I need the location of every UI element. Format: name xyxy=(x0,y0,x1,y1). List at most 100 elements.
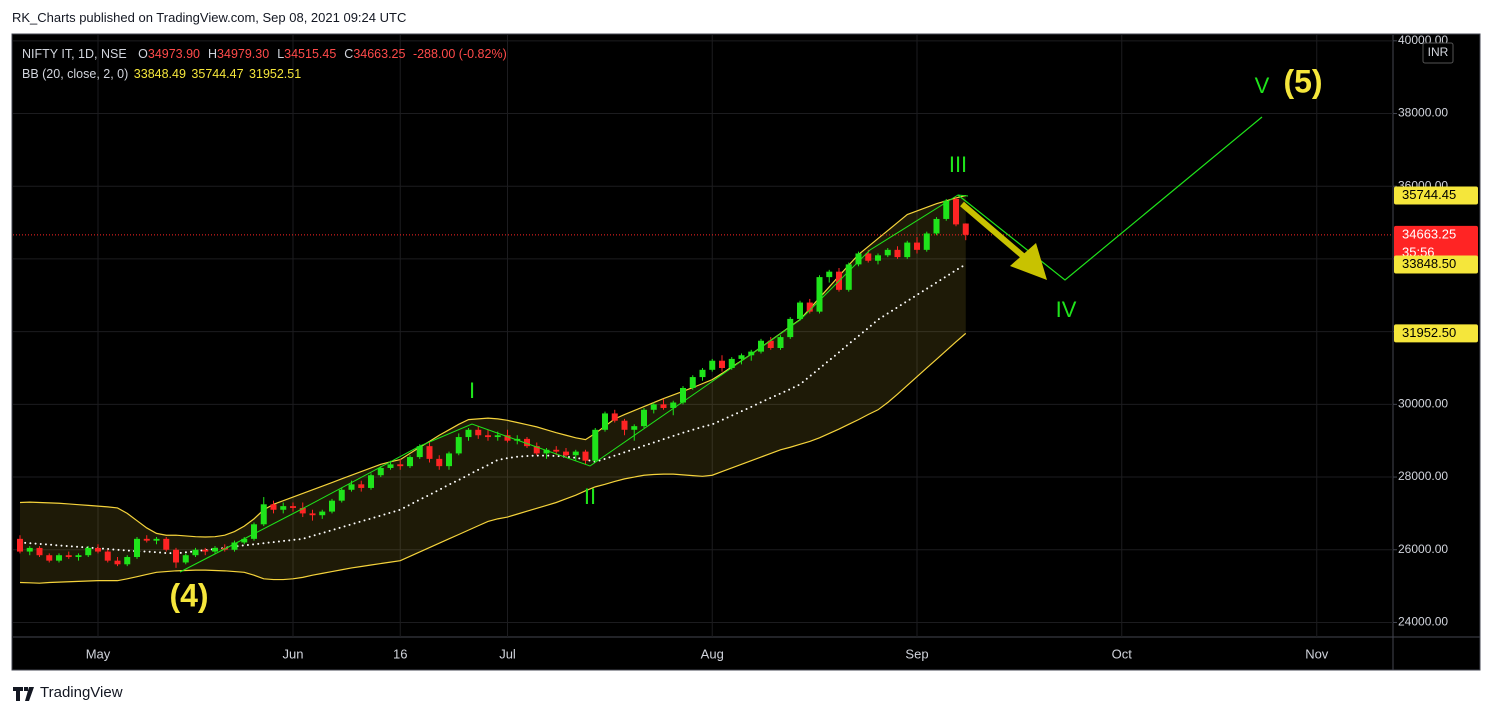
wave-label: I xyxy=(469,378,475,403)
candle-body xyxy=(504,435,511,441)
grid xyxy=(13,35,1393,637)
candle-body xyxy=(748,351,755,356)
y-tick-label: 38000.00 xyxy=(1398,106,1448,120)
candle-body xyxy=(641,409,647,427)
price-badge-label: 35744.45 xyxy=(1402,187,1456,202)
candle-body xyxy=(524,438,530,447)
candle-body xyxy=(299,507,306,514)
footer-brand: TradingView xyxy=(40,684,123,701)
indicator-row: BB (20, close, 2, 0) 33848.49 35744.47 3… xyxy=(22,64,509,84)
ohlc-value: 34979.30 xyxy=(217,47,270,61)
candle-body xyxy=(826,271,833,278)
y-tick-label: 28000.00 xyxy=(1398,469,1448,483)
x-tick-label: Jul xyxy=(499,646,516,661)
candle-body xyxy=(329,500,335,512)
candle-body xyxy=(738,355,745,359)
candle-body xyxy=(114,560,121,565)
candle-body xyxy=(163,538,170,550)
tradingview-logo xyxy=(13,687,34,701)
candle-body xyxy=(455,437,462,454)
candle-body xyxy=(689,377,696,388)
candle-body xyxy=(26,547,33,552)
candle-body xyxy=(943,200,950,219)
candle-body xyxy=(416,446,423,458)
candle-body xyxy=(631,426,638,430)
indicator-value: 35744.47 xyxy=(191,67,244,81)
candle-body xyxy=(962,223,969,235)
x-tick-label: Aug xyxy=(701,646,724,661)
candle-body xyxy=(680,387,686,403)
band-fill-layer xyxy=(20,195,966,584)
candle-body xyxy=(260,504,267,525)
candle-body xyxy=(543,449,550,454)
candle-body xyxy=(36,547,43,556)
candle-body xyxy=(153,538,160,541)
candle-body xyxy=(280,506,287,510)
candle-body xyxy=(436,458,443,467)
candle-body xyxy=(397,464,404,467)
candle-body xyxy=(182,555,189,563)
candle-body xyxy=(611,413,618,421)
candle-body xyxy=(75,555,82,558)
candle-body xyxy=(494,435,501,438)
candle-body xyxy=(134,538,140,558)
candle-body xyxy=(85,547,92,556)
arrow-shaft xyxy=(960,201,1032,265)
candle-body xyxy=(933,218,940,234)
candle-body xyxy=(767,340,774,348)
candle-body xyxy=(650,404,657,410)
candle-body xyxy=(592,429,599,461)
ohlc-value: 34663.25 xyxy=(353,47,406,61)
candle-body xyxy=(212,547,218,552)
candle-body xyxy=(582,451,589,461)
candle-body xyxy=(758,340,764,352)
candle-body xyxy=(787,318,794,338)
candle-body xyxy=(348,484,355,490)
candle-body xyxy=(475,429,482,436)
price-badge-label: 31952.50 xyxy=(1402,325,1456,340)
ohlc-key: H xyxy=(208,47,218,61)
wave-label: (4) xyxy=(169,577,208,613)
candle-body xyxy=(923,233,930,250)
band-fill xyxy=(20,195,966,584)
candle-body xyxy=(173,549,179,563)
projection-line xyxy=(957,116,1263,281)
candle-body xyxy=(46,555,53,561)
candle-body xyxy=(319,511,326,516)
chart-background xyxy=(11,33,1481,671)
ohlc-key: O xyxy=(138,47,148,61)
x-tick-label: Oct xyxy=(1112,646,1133,661)
price-badge xyxy=(1394,186,1478,205)
candle-body xyxy=(699,369,706,378)
price-badge-label: 33848.50 xyxy=(1402,256,1456,271)
candle-body xyxy=(865,253,872,261)
candle-body xyxy=(914,242,920,250)
candle-body xyxy=(797,302,803,319)
candle-body xyxy=(192,549,199,556)
candle-body xyxy=(446,453,452,467)
candle-body xyxy=(251,524,257,539)
wave-label: IV xyxy=(1056,297,1077,322)
currency: INR xyxy=(1428,45,1449,59)
change: -288.00 (-0.82%) xyxy=(412,47,507,61)
candle-body xyxy=(202,549,209,552)
ohlc-key: C xyxy=(344,47,354,61)
candle-body xyxy=(465,429,472,438)
wave-label: (5) xyxy=(1283,63,1322,99)
indicator-name: BB (20, close, 2, 0) xyxy=(22,67,129,81)
candle-body xyxy=(56,555,62,561)
x-tick-label: May xyxy=(86,646,111,661)
candle-body xyxy=(368,475,374,488)
candle-body xyxy=(816,277,823,312)
candle-body xyxy=(387,464,394,468)
publish-header: RK_Charts published on TradingView.com, … xyxy=(12,10,407,25)
price-badge xyxy=(1394,324,1478,343)
candle-body xyxy=(806,302,813,312)
x-tick-label: Nov xyxy=(1305,646,1329,661)
wave-drawings: (4) I II III IV V (5) xyxy=(169,63,1322,613)
candle-body xyxy=(777,337,784,348)
candle-body xyxy=(309,513,316,516)
candle-body xyxy=(904,242,911,258)
